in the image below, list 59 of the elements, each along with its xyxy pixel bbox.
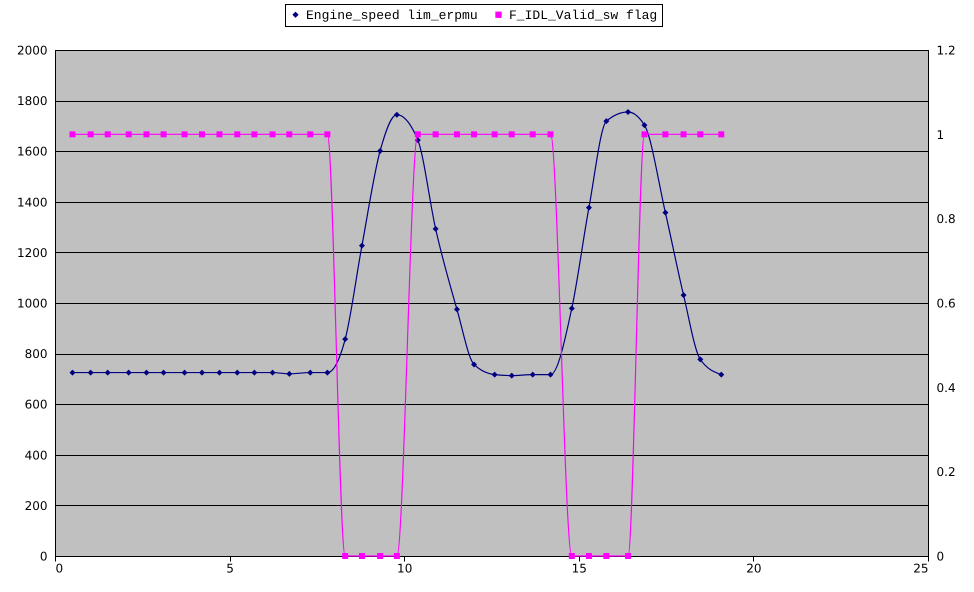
point — [182, 370, 188, 376]
y2-tick-label: 0.6 — [936, 296, 956, 310]
point — [234, 370, 240, 376]
y-tick-label: 2000 — [16, 44, 48, 58]
y-tick-label: 1400 — [16, 195, 48, 210]
y-tick-label: 1800 — [16, 94, 48, 108]
x-tick-label: 0 — [56, 562, 64, 576]
point — [454, 306, 460, 312]
x-tick-label: 15 — [572, 562, 587, 576]
point — [270, 370, 276, 376]
y-tick-label: 1200 — [16, 246, 48, 260]
point — [586, 204, 592, 211]
point — [69, 370, 76, 376]
x-tick-label: 25 — [913, 562, 928, 576]
point — [377, 148, 384, 154]
point — [471, 361, 478, 368]
y2-tick-label: 1.2 — [936, 44, 956, 58]
y-tick-label: 1000 — [16, 296, 48, 310]
legend-label: Engine_speed lim_erpmu — [306, 8, 478, 23]
y2-tick-label: 1 — [936, 128, 944, 142]
point — [548, 372, 554, 378]
point — [662, 210, 668, 216]
y-tick-label: 600 — [24, 398, 48, 412]
y2-tick-label: 0.8 — [936, 212, 956, 226]
point — [432, 226, 439, 232]
legend-label: F_IDL_Valid_sw flag — [509, 8, 658, 23]
point — [394, 112, 400, 118]
y-tick-label: 0 — [40, 550, 48, 564]
x-tick-label: 5 — [226, 562, 234, 576]
point — [718, 372, 724, 378]
y-tick-label: 1600 — [16, 144, 48, 159]
point — [88, 370, 94, 376]
point — [216, 370, 222, 376]
point — [307, 370, 314, 376]
y-tick-label: 200 — [24, 498, 48, 513]
y-tick-label: 800 — [24, 347, 48, 362]
point — [358, 242, 365, 249]
y2-tick-label: 0.2 — [936, 465, 956, 480]
point — [680, 292, 687, 298]
point — [251, 370, 258, 376]
point — [697, 356, 704, 362]
point — [641, 122, 648, 128]
point — [530, 372, 536, 378]
point — [126, 370, 132, 376]
x-tick-label: 10 — [397, 562, 412, 576]
point — [625, 108, 632, 115]
point — [104, 370, 111, 376]
point — [342, 336, 348, 342]
y-tick-label: 400 — [24, 448, 48, 462]
point — [508, 372, 515, 379]
point — [286, 370, 292, 377]
point — [324, 370, 330, 376]
y2-tick-label: 0.4 — [936, 380, 956, 395]
y2-tick-label: 0 — [936, 550, 944, 564]
point — [568, 305, 575, 312]
point — [492, 372, 498, 378]
point — [160, 370, 167, 376]
point — [603, 118, 610, 124]
x-tick-label: 20 — [746, 562, 762, 576]
